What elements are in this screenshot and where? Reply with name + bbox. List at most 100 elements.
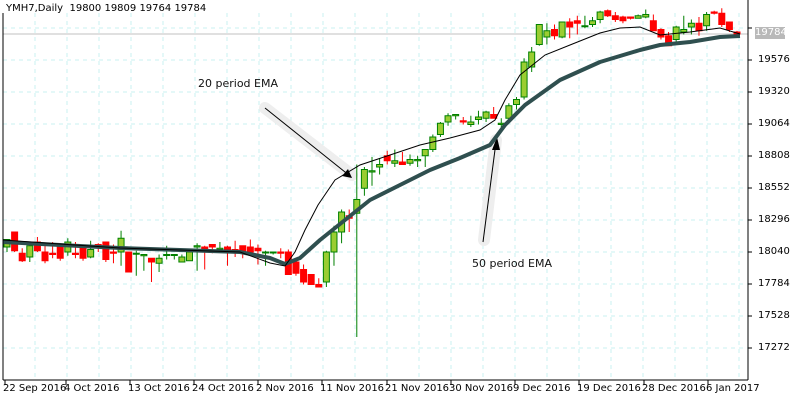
bear-candle <box>604 10 612 17</box>
y-tick-label: 18296 <box>758 214 790 225</box>
annotation-ema20-label: 20 period EMA <box>198 77 278 90</box>
ema20-line <box>2 26 741 267</box>
chart-title: YMH7,Daily 19800 19809 19764 19784 <box>6 3 206 14</box>
bull-candle <box>543 30 551 38</box>
bull-candle <box>178 256 186 263</box>
x-tick-label: 11 Nov 2016 <box>320 383 385 394</box>
ohlc-values: 19800 19809 19764 19784 <box>69 3 207 14</box>
bear-candle <box>102 241 110 260</box>
bear-candle <box>292 261 300 274</box>
x-tick-label: 13 Oct 2016 <box>128 383 190 394</box>
bull-candle <box>452 114 460 117</box>
bear-candle <box>224 246 232 250</box>
x-tick-label: 21 Nov 2016 <box>385 383 450 394</box>
x-tick-label: 6 Jan 2017 <box>706 383 760 394</box>
bull-candle <box>322 251 330 283</box>
x-tick-label: 22 Sep 2016 <box>3 383 67 394</box>
bull-candle <box>421 149 429 157</box>
bull-candle <box>558 21 566 38</box>
bear-candle <box>307 274 315 285</box>
bear-candle <box>695 22 703 32</box>
y-tick-label: 17784 <box>758 278 790 289</box>
bull-candle <box>330 231 338 253</box>
bear-candle <box>246 246 254 253</box>
bear-candle <box>18 252 26 262</box>
bull-candle <box>406 159 414 164</box>
bear-candle <box>649 20 657 32</box>
bear-candle <box>125 251 133 273</box>
bear-candle <box>398 161 406 165</box>
x-tick-label: 2 Nov 2016 <box>256 383 314 394</box>
y-tick-label: 18552 <box>758 182 790 193</box>
bear-candle <box>710 11 718 14</box>
bear-candle <box>551 29 558 37</box>
bear-candle <box>611 15 619 20</box>
bear-candle <box>41 251 49 262</box>
x-tick-label: 24 Oct 2016 <box>192 383 254 394</box>
bull-candle <box>186 251 193 262</box>
bull-candle <box>193 245 201 248</box>
bull-candle <box>140 254 148 257</box>
x-tick-label: 4 Oct 2016 <box>64 383 120 394</box>
bear-candle <box>277 251 285 254</box>
bull-candle <box>414 159 422 162</box>
bull-candle <box>444 115 452 123</box>
bull-candle <box>262 251 270 254</box>
bull-candle <box>596 11 604 20</box>
bear-candle <box>254 247 262 252</box>
last-price-tag: 19784 <box>755 27 787 39</box>
bull-candle <box>528 51 536 68</box>
y-tick-label: 17272 <box>758 342 790 353</box>
bull-candle <box>117 237 125 253</box>
y-tick-label: 17528 <box>758 310 790 321</box>
y-tick-label: 19064 <box>758 118 790 129</box>
bear-candle <box>79 247 87 259</box>
bull-candle <box>642 14 650 18</box>
bear-candle <box>459 120 467 123</box>
bull-candle <box>535 24 543 45</box>
bull-candle <box>687 22 695 28</box>
y-tick-label: 19576 <box>758 54 790 65</box>
bull-candle <box>170 254 178 256</box>
bull-candle <box>132 252 140 255</box>
bull-candle <box>360 169 368 189</box>
annotation-ema50-label: 50 period EMA <box>472 257 552 270</box>
x-tick-label: 28 Dec 2016 <box>642 383 706 394</box>
ema50-line <box>2 34 741 266</box>
bull-candle <box>482 111 490 119</box>
bull-candle <box>368 170 376 173</box>
bear-candle <box>657 29 665 38</box>
bear-candle <box>718 12 726 25</box>
bull-candle <box>474 116 482 120</box>
bull-candle <box>269 251 277 254</box>
bear-candle <box>109 251 117 254</box>
bull-candle <box>163 254 171 256</box>
bull-candle <box>505 105 513 119</box>
y-tick-label: 18040 <box>758 246 790 257</box>
bull-candle <box>429 136 437 150</box>
bear-candle <box>71 252 79 255</box>
bear-candle <box>725 21 733 30</box>
bull-candle <box>634 15 642 19</box>
bear-candle <box>566 21 574 28</box>
bull-candle <box>680 29 688 33</box>
bear-candle <box>56 246 64 259</box>
x-tick-label: 9 Dec 2016 <box>513 383 571 394</box>
y-tick-label: 18808 <box>758 150 790 161</box>
ema50-arrowhead <box>492 137 500 150</box>
bull-candle <box>581 25 589 28</box>
bear-candle <box>208 244 216 248</box>
bull-candle <box>87 249 95 258</box>
bear-candle <box>300 269 308 283</box>
bull-candle <box>512 99 520 105</box>
bull-candle <box>155 257 163 264</box>
ema20-arrow <box>264 107 351 177</box>
bear-candle <box>627 16 635 19</box>
bear-candle <box>573 20 581 24</box>
y-tick-label: 19320 <box>758 86 790 97</box>
bull-candle <box>520 61 528 98</box>
bear-candle <box>619 16 627 22</box>
x-tick-label: 30 Nov 2016 <box>449 383 514 394</box>
